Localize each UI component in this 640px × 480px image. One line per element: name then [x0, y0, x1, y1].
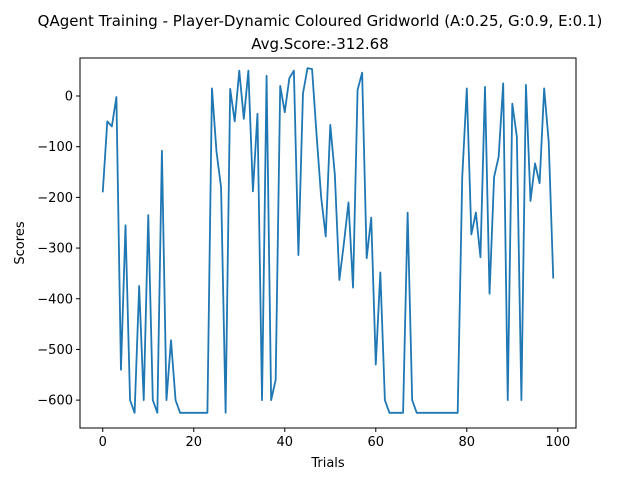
- y-tick-label: −400: [37, 292, 73, 307]
- y-tick-label: 0: [65, 90, 73, 105]
- chart-title: QAgent Training - Player-Dynamic Coloure…: [38, 12, 603, 30]
- x-tick-label: 60: [368, 435, 385, 450]
- x-tick-label: 0: [99, 435, 107, 450]
- series-line-scores: [101, 67, 555, 414]
- y-tick-label: −500: [37, 343, 73, 358]
- x-axis-label: Trials: [310, 456, 345, 471]
- axis-ticks: 0 20 40 60 80 100 −600 −500 −400 −300 −200 −100 0: [37, 90, 570, 450]
- y-tick-label: −300: [37, 242, 73, 257]
- series-layer: [101, 67, 555, 414]
- x-tick-label: 20: [185, 435, 202, 450]
- x-tick-label: 100: [545, 435, 570, 450]
- x-tick-label: 80: [459, 435, 476, 450]
- plot-frame: [79, 57, 577, 429]
- y-tick-label: −600: [37, 394, 73, 409]
- chart-subtitle: Avg.Score:-312.68: [251, 35, 389, 53]
- y-tick-label: −100: [37, 140, 73, 155]
- x-tick-label: 40: [276, 435, 293, 450]
- y-tick-label: −200: [37, 191, 73, 206]
- y-axis-label: Scores: [13, 221, 28, 264]
